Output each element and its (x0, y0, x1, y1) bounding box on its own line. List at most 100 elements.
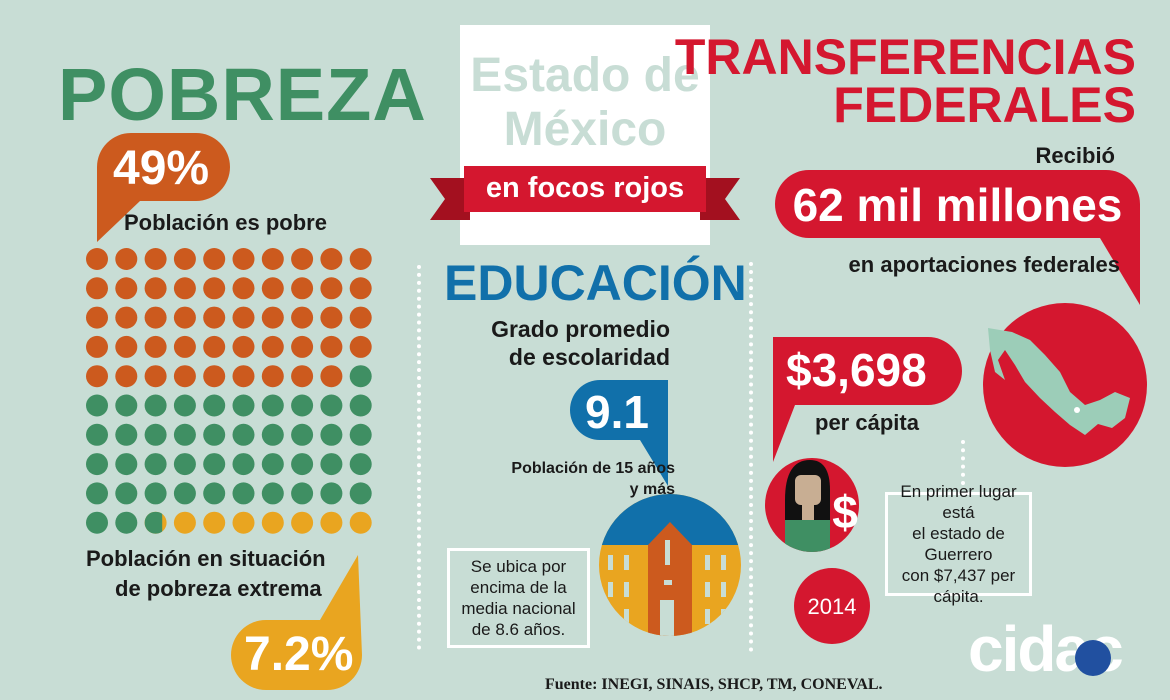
non-poor-dot (349, 365, 372, 388)
non-poor-dot (115, 394, 138, 417)
extreme-poverty-dot (320, 511, 343, 534)
schooling-bubble (570, 380, 668, 486)
poor-dot (203, 277, 226, 300)
person-money-icon: $ (765, 458, 859, 552)
poor-dot (232, 365, 255, 388)
poor-dot (291, 365, 314, 388)
poor-dot (173, 277, 196, 300)
non-poor-dot (291, 453, 314, 476)
pobreza-title: POBREZA (58, 53, 427, 136)
non-poor-dot (86, 394, 108, 417)
poor-dot (232, 335, 255, 358)
poor-dot (349, 306, 372, 329)
non-poor-dot (173, 453, 196, 476)
extreme-pct: 7.2% (244, 628, 354, 681)
non-poor-dot (320, 453, 343, 476)
poor-dot (86, 306, 108, 329)
poor-dot (261, 365, 284, 388)
poor-dot (291, 277, 314, 300)
non-poor-dot (144, 511, 163, 534)
non-poor-dot (115, 423, 138, 446)
non-poor-dot (203, 394, 226, 417)
non-poor-dot (232, 482, 255, 505)
ribbon (430, 166, 740, 220)
box-line: de 8.6 años. (471, 620, 566, 639)
poor-dot (320, 335, 343, 358)
poor-dot (203, 365, 226, 388)
poor-dot (232, 277, 255, 300)
poor-dot (320, 306, 343, 329)
poor-dot (115, 365, 138, 388)
non-poor-dot (349, 453, 372, 476)
non-poor-dot (261, 394, 284, 417)
poor-dot (232, 306, 255, 329)
divider (749, 262, 753, 652)
box-line: En primer lugar está (900, 482, 1017, 522)
non-poor-dot (291, 394, 314, 417)
non-poor-dot (144, 423, 167, 446)
box-line: con $7,437 per (901, 566, 1016, 585)
title-line-1: Estado de (470, 49, 700, 102)
non-poor-dot (86, 511, 108, 534)
per-capita-bubble (773, 337, 962, 462)
divider (417, 265, 421, 650)
poor-dot (115, 248, 138, 270)
non-poor-dot (86, 482, 108, 505)
year-text: 2014 (807, 594, 857, 619)
non-poor-dot (203, 423, 226, 446)
extreme-label-1: Población en situación (86, 546, 326, 571)
poor-dot (320, 365, 343, 388)
poor-dot (115, 277, 138, 300)
poor-dot (173, 248, 196, 270)
poor-dot (232, 248, 255, 270)
schooling-value: 9.1 (585, 386, 649, 438)
non-poor-dot (203, 482, 226, 505)
extreme-label-2: de pobreza extrema (115, 576, 322, 601)
poor-dot (320, 277, 343, 300)
non-poor-dot (173, 482, 196, 505)
year-badge (794, 568, 870, 644)
amount-bubble (775, 170, 1140, 305)
non-poor-dot (349, 394, 372, 417)
extreme-pct-bubble (231, 555, 362, 690)
extreme-poverty-dot (291, 511, 314, 534)
educacion-title: EDUCACIÓN (444, 255, 747, 311)
non-poor-dot (232, 394, 255, 417)
national-average-box: Se ubica por encima de la media nacional… (447, 548, 590, 648)
per-capita-label: per cápita (815, 410, 919, 435)
box-line: el estado de Guerrero (912, 524, 1005, 564)
poor-dot (320, 248, 343, 270)
poor-dot (144, 335, 167, 358)
poor-dot (261, 248, 284, 270)
non-poor-dot (320, 482, 343, 505)
amount-value: 62 mil millones (792, 179, 1123, 231)
source: Fuente: INEGI, SINAIS, SHCP, TM, CONEVAL… (545, 676, 883, 693)
schooling-note-2: y más (629, 481, 675, 498)
poor-dot (291, 248, 314, 270)
poor-dot (144, 277, 167, 300)
svg-text:$: $ (832, 486, 858, 538)
school-icon (599, 494, 741, 636)
poor-dot (115, 335, 138, 358)
box-line: Se ubica por (470, 557, 567, 576)
non-poor-dot (173, 394, 196, 417)
poor-dot (203, 248, 226, 270)
educacion-subtitle-1: Grado promedio (491, 316, 670, 342)
non-poor-dot (115, 511, 138, 534)
received-label: Recibió (1035, 143, 1115, 168)
box-line: encima de la (470, 578, 567, 597)
non-poor-dot (291, 423, 314, 446)
poor-dot (86, 277, 108, 300)
non-poor-dot (261, 423, 284, 446)
poor-pct: 49% (113, 142, 210, 195)
non-poor-dot (144, 453, 167, 476)
box-line: cápita. (933, 587, 984, 606)
poor-pct-bubble (97, 133, 230, 242)
non-poor-dot (320, 394, 343, 417)
poor-dot (261, 335, 284, 358)
non-poor-dot (144, 394, 167, 417)
non-poor-dot (349, 482, 372, 505)
non-poor-dot (261, 453, 284, 476)
extreme-poverty-dot (203, 511, 226, 534)
